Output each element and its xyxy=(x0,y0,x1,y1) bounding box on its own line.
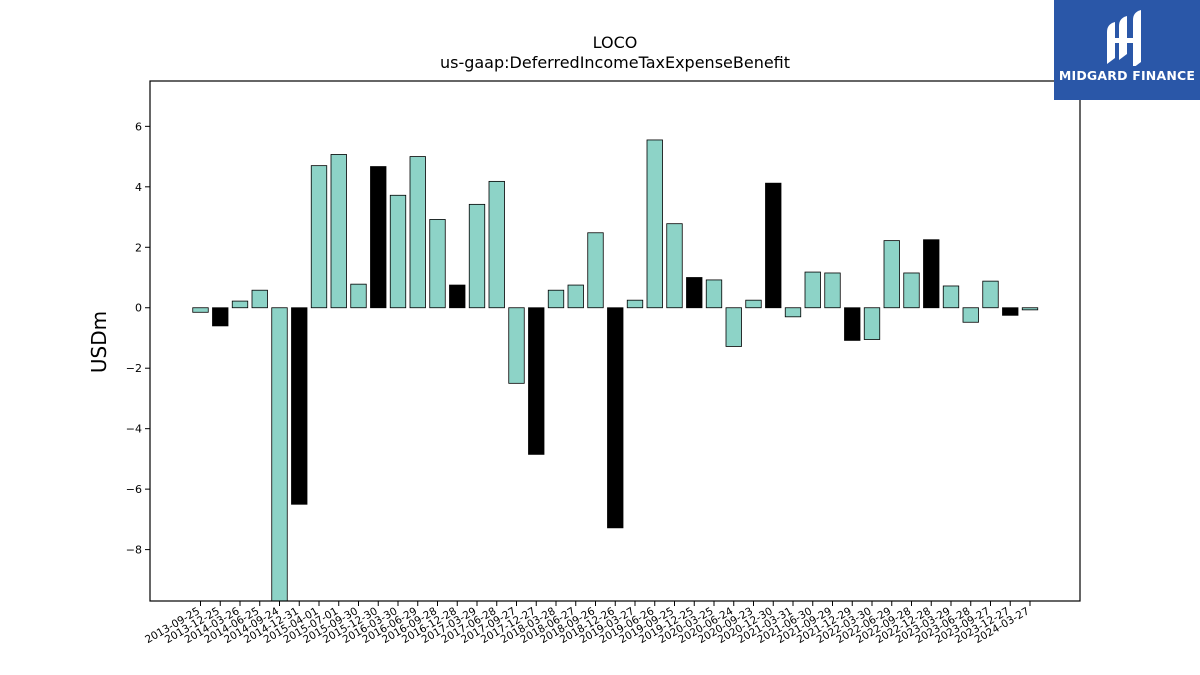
bar xyxy=(429,219,446,309)
midgard-logo: MIDGARD FINANCE xyxy=(1054,0,1200,100)
y-tick-label: −8 xyxy=(126,544,142,557)
y-tick-label: 6 xyxy=(135,120,142,133)
bar xyxy=(231,300,249,309)
bar xyxy=(370,166,387,309)
bar xyxy=(883,240,900,309)
bar xyxy=(212,307,229,327)
plot-area: 6420−2−4−6−82013-09-252013-12-252014-03-… xyxy=(126,120,1039,646)
bar xyxy=(844,307,861,341)
bar xyxy=(982,280,999,309)
chart-title: LOCO xyxy=(593,33,638,52)
bar xyxy=(508,307,525,384)
bar xyxy=(962,307,979,323)
bar xyxy=(488,180,505,309)
bar xyxy=(567,284,584,309)
bar xyxy=(784,307,802,318)
chart-subtitle: us-gaap:DeferredIncomeTaxExpenseBenefit xyxy=(440,53,790,72)
bar xyxy=(251,289,268,309)
bar xyxy=(646,139,663,309)
bar xyxy=(725,307,742,347)
bar xyxy=(942,285,960,309)
y-tick-label: −2 xyxy=(126,362,142,375)
y-tick-label: 4 xyxy=(135,181,142,194)
y-axis-label: USDm xyxy=(87,311,111,373)
bar xyxy=(1021,307,1039,311)
bar xyxy=(330,154,347,309)
bar xyxy=(804,271,821,309)
bar xyxy=(903,272,920,309)
bar xyxy=(547,289,565,309)
midgard-logo-icon xyxy=(1107,10,1141,66)
bar xyxy=(666,223,683,309)
bar xyxy=(705,279,723,309)
bar xyxy=(409,156,426,309)
bar xyxy=(468,203,486,309)
bar xyxy=(291,307,308,505)
y-tick-label: 2 xyxy=(135,241,142,254)
bar xyxy=(607,307,624,529)
bar xyxy=(587,232,604,309)
bar xyxy=(1002,307,1019,316)
bar xyxy=(389,194,407,309)
bar xyxy=(271,307,288,602)
logo-text: MIDGARD FINANCE xyxy=(1058,68,1196,83)
y-tick-label: −4 xyxy=(126,423,142,436)
y-tick-label: 0 xyxy=(135,302,142,315)
y-tick-label: −6 xyxy=(126,483,142,496)
bar xyxy=(626,299,644,309)
bar xyxy=(686,277,703,309)
bar xyxy=(923,239,940,309)
bar xyxy=(863,307,881,340)
bar xyxy=(449,284,466,309)
bar xyxy=(192,307,209,313)
bar xyxy=(745,299,762,309)
bar xyxy=(765,182,782,309)
bar xyxy=(528,307,545,455)
plot-frame xyxy=(149,80,1081,602)
bar xyxy=(350,283,367,309)
bar xyxy=(824,272,841,309)
bar xyxy=(310,165,328,309)
